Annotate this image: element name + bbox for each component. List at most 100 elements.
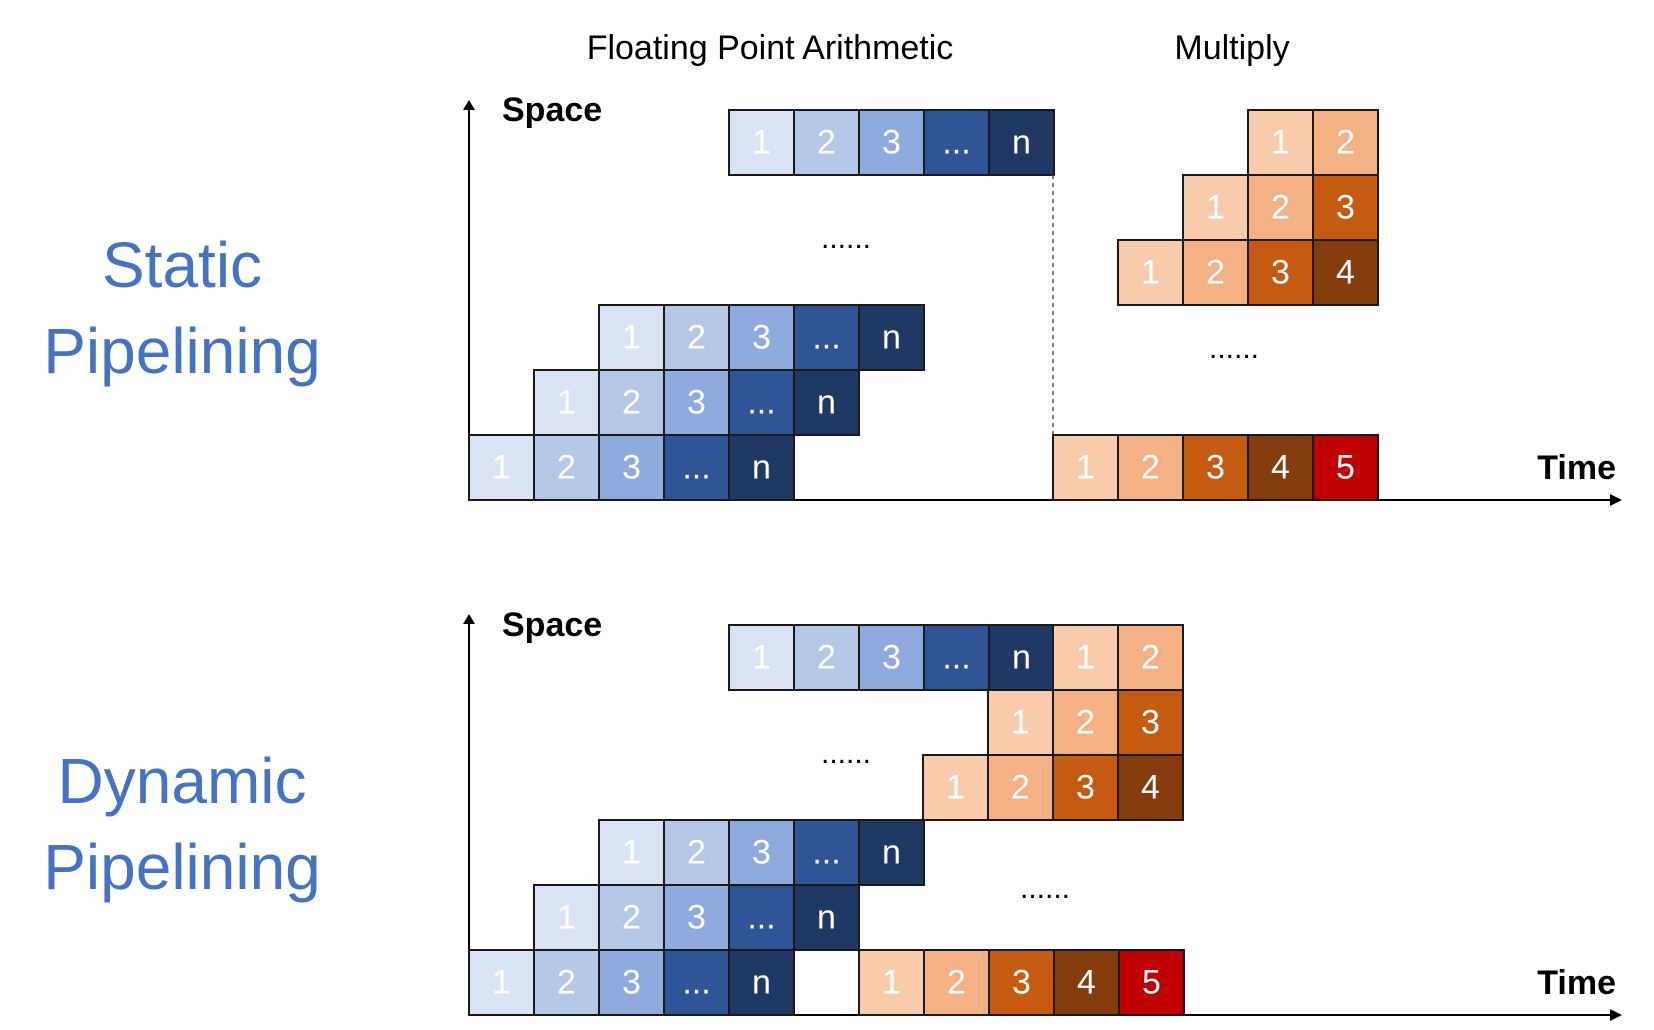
fp-stage-cell: n bbox=[858, 304, 925, 371]
fp-stage-cell-box bbox=[728, 624, 795, 691]
fp-stage-cell-box bbox=[858, 109, 925, 176]
multiply-stage-cell: 1 bbox=[1052, 624, 1119, 691]
multiply-stage-cell-label: 5 bbox=[1336, 448, 1355, 486]
multiply-stage-cell-label: 2 bbox=[1076, 703, 1095, 741]
fp-stage-cell-label: n bbox=[817, 383, 836, 421]
space-axis-arrow bbox=[463, 614, 475, 624]
multiply-stage-cell-box bbox=[1247, 109, 1314, 176]
fp-stage-cell: n bbox=[793, 369, 860, 436]
multiply-ellipsis: ...... bbox=[1020, 872, 1070, 905]
fp-stage-cell: 1 bbox=[468, 434, 535, 501]
multiply-stage-cell-box bbox=[1117, 754, 1184, 821]
fp-stage-cell: n bbox=[728, 949, 795, 1016]
fp-stage-cell-label: 2 bbox=[622, 383, 641, 421]
fp-stage-cell: 3 bbox=[598, 949, 665, 1016]
fp-stage-cell: ... bbox=[728, 369, 795, 436]
multiply-stage-cell-box bbox=[1117, 689, 1184, 756]
space-axis-label: Space bbox=[502, 606, 602, 644]
floating-point-header: Floating Point Arithmetic bbox=[587, 29, 954, 67]
fp-stage-cell: n bbox=[988, 624, 1055, 691]
fp-stage-cell-label: 2 bbox=[687, 833, 706, 871]
fp-operation-row: 1 2 3... n bbox=[728, 624, 1055, 691]
fp-stage-cell-label: 2 bbox=[557, 448, 576, 486]
multiply-stage-cell: 1 bbox=[1052, 434, 1119, 501]
space-axis-label: Space bbox=[502, 91, 602, 129]
fp-stage-cell-box bbox=[728, 434, 795, 501]
fp-operation-row: 1 2 3... n bbox=[468, 434, 795, 501]
multiply-stage-cell-box bbox=[1052, 434, 1119, 501]
fp-stage-cell-label: n bbox=[1012, 123, 1031, 161]
dynamic-label-line1: Dynamic bbox=[57, 745, 307, 817]
fp-stage-cell-label: ... bbox=[942, 123, 970, 161]
fp-operation-row: 1 2 3... n bbox=[598, 819, 925, 886]
fp-stage-cell-box bbox=[728, 949, 795, 1016]
multiply-operation-row: 1 2 3 4 5 bbox=[1052, 434, 1379, 501]
multiply-stage-cell-box bbox=[1312, 434, 1379, 501]
fp-stage-cell-box bbox=[728, 304, 795, 371]
fp-stage-cell-box bbox=[598, 369, 665, 436]
fp-stage-cell: 3 bbox=[858, 624, 925, 691]
multiply-stage-cell: 2 bbox=[987, 754, 1054, 821]
fp-stage-cell-box bbox=[923, 624, 990, 691]
fp-stage-cell-label: ... bbox=[747, 898, 775, 936]
fp-operation-row: 1 2 3... n bbox=[728, 109, 1055, 176]
fp-stage-cell-label: 1 bbox=[492, 963, 511, 1001]
multiply-stage-cell: 3 bbox=[1117, 689, 1184, 756]
fp-stage-cell: 2 bbox=[663, 819, 730, 886]
fp-stage-cell: 2 bbox=[598, 884, 665, 951]
multiply-stage-cell: 4 bbox=[1053, 949, 1120, 1016]
multiply-stage-cell-label: 5 bbox=[1142, 963, 1161, 1001]
fp-stage-cell-label: 1 bbox=[622, 833, 641, 871]
axes: Space Time bbox=[463, 91, 1622, 506]
multiply-stage-cell-label: 3 bbox=[1076, 768, 1095, 806]
fp-stage-cell-label: n bbox=[752, 963, 771, 1001]
multiply-stage-cell: 1 bbox=[1247, 109, 1314, 176]
fp-stage-cell: 2 bbox=[598, 369, 665, 436]
fp-stage-cell-label: 3 bbox=[622, 963, 641, 1001]
fp-stage-cell-label: 3 bbox=[622, 448, 641, 486]
fp-stage-cell-box bbox=[793, 884, 860, 951]
multiply-stage-cell-label: 1 bbox=[882, 963, 901, 1001]
multiply-stage-cell-label: 1 bbox=[1076, 638, 1095, 676]
fp-stage-cell-label: 2 bbox=[687, 318, 706, 356]
multiply-stage-cell-label: 3 bbox=[1271, 253, 1290, 291]
multiply-stage-cell-label: 2 bbox=[947, 963, 966, 1001]
multiply-stage-cell: 1 bbox=[987, 689, 1054, 756]
dynamic-pipelining-label: Dynamic Pipelining bbox=[12, 738, 352, 910]
fp-stage-cell-box bbox=[793, 819, 860, 886]
fp-ellipsis: ...... bbox=[821, 737, 871, 770]
multiply-stage-cell: 1 bbox=[922, 754, 989, 821]
fp-stage-cell-label: 1 bbox=[622, 318, 641, 356]
multiply-operation-row: 1 2 3 4 bbox=[1117, 239, 1379, 306]
multiply-operation-row: 1 2 3 4 5 bbox=[858, 949, 1185, 1016]
fp-stage-cell-label: ... bbox=[812, 833, 840, 871]
fp-stage-cell: ... bbox=[793, 304, 860, 371]
fp-stage-cell: ... bbox=[793, 819, 860, 886]
fp-stage-cell: n bbox=[988, 109, 1055, 176]
fp-stage-cell-label: ... bbox=[812, 318, 840, 356]
fp-stage-cell-label: 2 bbox=[622, 898, 641, 936]
fp-stage-cell: 3 bbox=[728, 304, 795, 371]
fp-stage-cell: 1 bbox=[598, 304, 665, 371]
multiply-stage-cell-label: 1 bbox=[1011, 703, 1030, 741]
multiply-stage-cell-box bbox=[1312, 109, 1379, 176]
multiply-stage-cell-box bbox=[1052, 754, 1119, 821]
multiply-operation-row: 1 2 3 bbox=[1182, 174, 1379, 241]
multiply-stage-cell: 3 bbox=[988, 949, 1055, 1016]
multiply-operation-row: 1 2 3 4 bbox=[922, 754, 1184, 821]
multiply-stage-cell: 2 bbox=[1117, 434, 1184, 501]
multiply-stage-cell-box bbox=[1312, 174, 1379, 241]
fp-stage-cell-label: 3 bbox=[687, 383, 706, 421]
multiply-stage-cell-label: 4 bbox=[1271, 448, 1290, 486]
fp-stage-cell: 1 bbox=[533, 369, 600, 436]
multiply-stage-cell-label: 2 bbox=[1141, 638, 1160, 676]
fp-stage-cell-box bbox=[793, 304, 860, 371]
multiply-stage-cell-box bbox=[1117, 624, 1184, 691]
multiply-stage-cell-label: 1 bbox=[1141, 253, 1160, 291]
fp-stage-cell: 2 bbox=[533, 434, 600, 501]
multiply-stage-cell-box bbox=[923, 949, 990, 1016]
multiply-stage-cell-label: 3 bbox=[1141, 703, 1160, 741]
fp-stage-cell: 3 bbox=[598, 434, 665, 501]
